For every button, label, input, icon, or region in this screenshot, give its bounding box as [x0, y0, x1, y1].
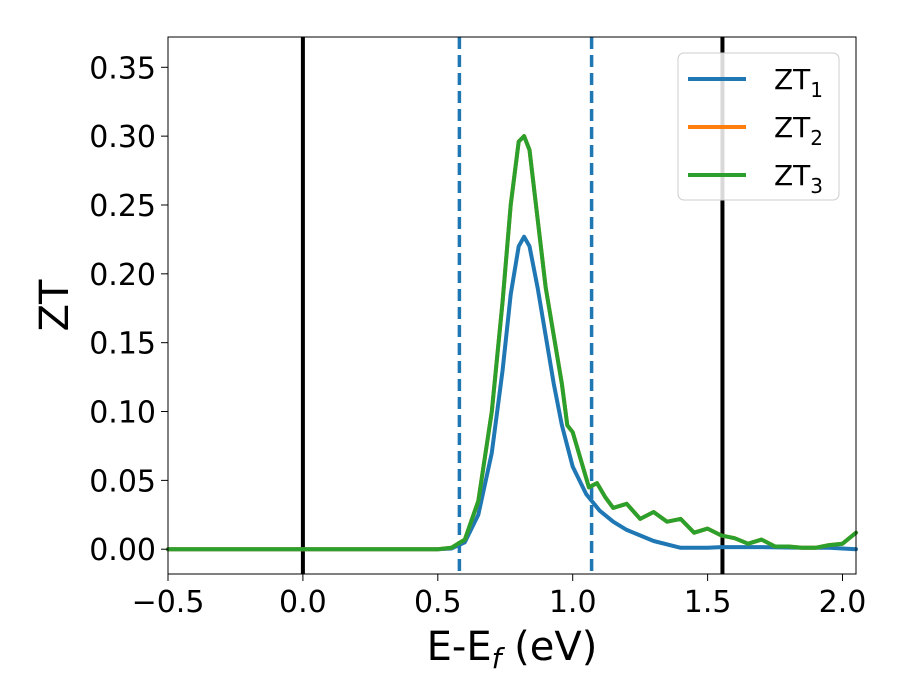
legend: ZT1 ZT2 ZT3 [677, 52, 840, 201]
y-tick-label: 0.25 [89, 189, 156, 224]
y-tick-label: 0.35 [89, 51, 156, 86]
series-line-zt3 [166, 134, 858, 552]
plot-frame [167, 36, 857, 575]
y-axis: 0.00 0.05 0.10 0.15 0.20 0.25 0.30 0.35 [89, 51, 168, 568]
y-tick-label: 0.05 [89, 464, 156, 499]
y-tick-label: 0.10 [89, 396, 156, 431]
y-tick-label: 0.15 [89, 327, 156, 362]
x-tick-label: 2.0 [819, 585, 867, 620]
legend-entry-label: ZT2 [774, 111, 823, 150]
x-tick-label: 0.5 [414, 585, 462, 620]
x-tick-label: 0.0 [279, 585, 327, 620]
x-tick-label: 1.5 [684, 585, 732, 620]
x-tick-label: 1.0 [549, 585, 597, 620]
y-axis-label: ZT [32, 279, 78, 331]
x-tick-label: −0.5 [132, 585, 205, 620]
series-layer [166, 134, 858, 552]
series-line-zt1 [166, 234, 858, 552]
y-tick-label: 0.20 [89, 258, 156, 293]
legend-entry-label: ZT3 [774, 159, 823, 198]
x-axis: −0.5 0.0 0.5 1.0 1.5 2.0 [132, 574, 867, 620]
y-tick-label: 0.00 [89, 533, 156, 568]
x-axis-label: E-Ef (eV) [427, 624, 598, 675]
reference-lines [300, 37, 725, 574]
legend-box [677, 52, 840, 201]
legend-entry-label: ZT1 [774, 63, 823, 102]
y-tick-label: 0.30 [89, 120, 156, 155]
